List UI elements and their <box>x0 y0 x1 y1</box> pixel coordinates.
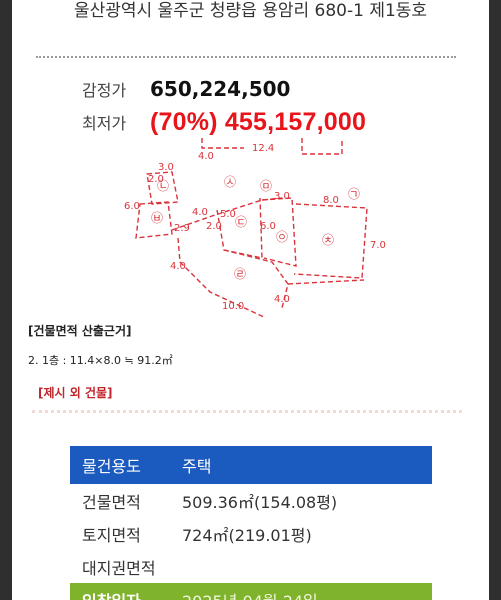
plan-wall <box>293 203 368 279</box>
plan-dimension-label: 7.0 <box>370 240 386 251</box>
plan-dimension-label: 6.0 <box>124 201 140 212</box>
plan-dimension-label: 3.0 <box>158 162 174 173</box>
plan-room-mark: ㉧ <box>276 230 288 244</box>
plan-wall <box>146 171 179 205</box>
minimum-price-value: (70%) 455,157,000 <box>150 107 367 136</box>
plan-dimension-label: 2.9 <box>174 223 190 234</box>
info-value: 주택 <box>182 457 212 476</box>
plan-room-mark: ㉩ <box>322 233 334 247</box>
info-key: 물건용도 <box>82 457 141 476</box>
plan-room-mark: ㉡ <box>157 179 169 193</box>
plan-wall <box>223 249 289 309</box>
plan-room-mark: ㉦ <box>224 175 236 189</box>
appraised-price-row: 감정가 650,224,500 <box>82 74 290 104</box>
info-row-bid-date: 입찰일자 2025년 04월 24일 <box>70 583 432 600</box>
plan-dimension-label: 12.4 <box>252 143 274 154</box>
plan-room-mark: ㉢ <box>235 215 247 229</box>
info-value: 724㎡(219.01평) <box>182 525 312 545</box>
plan-dimension-label: 10.0 <box>222 301 244 312</box>
plan-dimension-label: 3.0 <box>274 191 290 202</box>
info-row-building-area: 건물면적 509.36㎡(154.08평) <box>70 484 432 517</box>
info-value: 509.36㎡(154.08평) <box>182 492 338 512</box>
info-row-land-right-area: 대지권면적 <box>70 550 432 583</box>
area-basis-line: 2. 1층 : 11.4×8.0 ≒ 91.2㎡ <box>28 354 173 367</box>
plan-wall <box>135 201 173 239</box>
floor-plan-sketch: 4.0 12.4 3.0 2.0 6.0 2.9 4.0 5.0 2.0 6.0… <box>12 138 489 318</box>
plan-dimension-label: 5.0 <box>220 209 236 220</box>
extra-building-title: [제시 외 건물] <box>38 386 113 400</box>
plan-room-mark: ㉥ <box>151 211 163 225</box>
plan-room-mark: ㉠ <box>348 187 360 201</box>
plan-wall <box>216 197 263 259</box>
info-row-land-area: 토지면적 724㎡(219.01평) <box>70 517 432 550</box>
info-key: 토지면적 <box>82 525 141 545</box>
appraised-price-value: 650,224,500 <box>150 77 291 101</box>
plan-dimension-label: 4.0 <box>192 207 208 218</box>
info-value: 2025년 04월 24일 <box>182 588 318 600</box>
plan-wall <box>261 197 297 267</box>
info-key: 대지권면적 <box>82 558 156 578</box>
window-right-edge <box>489 0 501 600</box>
info-row-usage: 물건용도 주택 <box>70 446 432 484</box>
plan-wall <box>201 138 244 149</box>
property-info-table: 물건용도 주택 건물면적 509.36㎡(154.08평) 토지면적 724㎡(… <box>70 446 432 600</box>
plan-wall <box>301 138 343 155</box>
plan-dimension-label: 4.0 <box>170 261 186 272</box>
property-address: 울산광역시 울주군 청량읍 용암리 680-1 제1동호 <box>73 1 428 21</box>
plan-dimension-label: 8.0 <box>323 195 339 206</box>
plan-dimension-label: 2.0 <box>148 174 164 185</box>
plan-room-mark: ㉤ <box>260 179 272 193</box>
plan-dimension-label: 4.0 <box>274 294 290 305</box>
plan-dimension-label: 4.0 <box>198 151 214 162</box>
window-left-edge <box>0 0 12 600</box>
minimum-price-label: 최저가 <box>82 114 127 133</box>
plan-dimension-label: 6.0 <box>260 221 276 232</box>
plan-wall <box>177 237 267 318</box>
appraised-price-label: 감정가 <box>82 81 127 100</box>
faint-divider <box>32 410 462 413</box>
info-key: 입찰일자 <box>70 588 182 600</box>
floor-plan-svg: 4.0 12.4 3.0 2.0 6.0 2.9 4.0 5.0 2.0 6.0… <box>124 138 386 318</box>
property-detail-page: 울산광역시 울주군 청량읍 용암리 680-1 제1동호 감정가 650,224… <box>12 0 489 600</box>
minimum-price-row: 최저가 (70%) 455,157,000 <box>82 107 366 137</box>
info-key: 건물면적 <box>82 492 141 512</box>
plan-room-mark: ㉣ <box>234 267 246 281</box>
area-basis-title: [건물면적 산출근거] <box>28 324 132 338</box>
plan-dimension-label: 2.0 <box>206 221 222 232</box>
plan-wall <box>287 279 365 285</box>
dotted-divider <box>36 56 456 58</box>
